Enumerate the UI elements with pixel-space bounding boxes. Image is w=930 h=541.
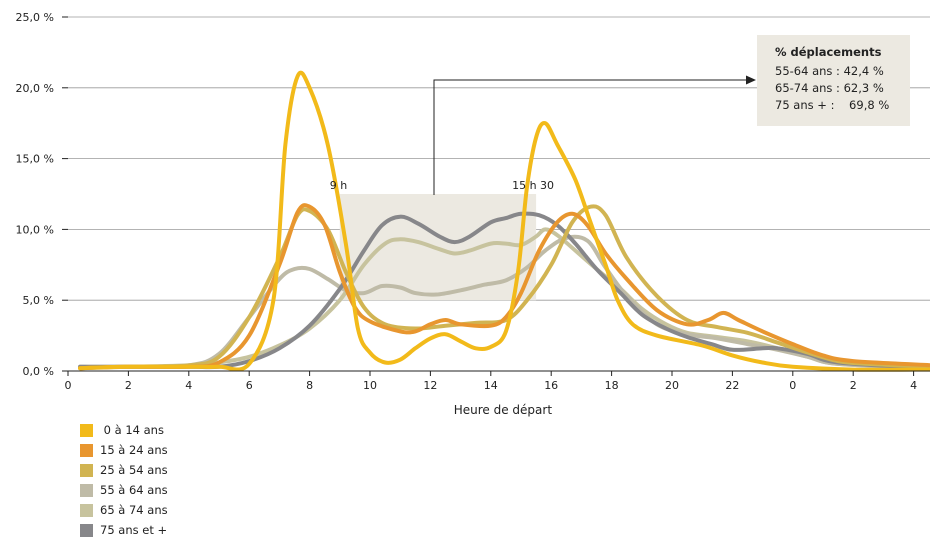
x-tick-label: 0 bbox=[789, 379, 796, 392]
legend-swatch bbox=[80, 423, 93, 437]
y-tick-label: 20,0 % bbox=[16, 82, 54, 95]
x-tick-label: 4 bbox=[185, 379, 192, 392]
x-tick-label: 2 bbox=[850, 379, 857, 392]
info-box-line: 75 ans + : 69,8 % bbox=[775, 98, 889, 112]
legend-label: 0 à 14 ans bbox=[100, 423, 164, 437]
info-box-line: 65-74 ans : 62,3 % bbox=[775, 81, 884, 95]
series-line bbox=[78, 234, 930, 371]
x-tick-label: 2 bbox=[125, 379, 132, 392]
legend-swatch bbox=[80, 443, 93, 457]
x-tick-label: 6 bbox=[246, 379, 253, 392]
x-tick-label: 8 bbox=[306, 379, 313, 392]
legend-item: 15 à 24 ans bbox=[80, 440, 168, 460]
x-tick-label: 0 bbox=[65, 379, 72, 392]
legend-label: 75 ans et + bbox=[100, 523, 168, 537]
legend-swatch bbox=[80, 463, 93, 477]
series-line bbox=[78, 70, 930, 372]
x-axis-title: Heure de départ bbox=[454, 403, 553, 417]
series-line bbox=[78, 203, 930, 371]
x-tick-label: 22 bbox=[725, 379, 739, 392]
x-tick-label: 12 bbox=[423, 379, 437, 392]
annotation-layer: 9 h 15 h 30 % déplacements 55-64 ans : 42,4… bbox=[330, 35, 910, 195]
y-tick-label: 5,0 % bbox=[23, 294, 54, 307]
legend-label: 25 à 54 ans bbox=[100, 463, 168, 477]
legend-item: 65 à 74 ans bbox=[80, 500, 168, 520]
series-layer bbox=[78, 70, 930, 372]
y-tick-label: 15,0 % bbox=[16, 153, 54, 166]
legend-swatch bbox=[80, 523, 93, 537]
legend-swatch bbox=[80, 483, 93, 497]
info-box bbox=[757, 35, 910, 126]
y-tick-label: 25,0 % bbox=[16, 11, 54, 24]
legend-label: 65 à 74 ans bbox=[100, 503, 168, 517]
legend-item: 55 à 64 ans bbox=[80, 480, 168, 500]
info-box-title: % déplacements bbox=[775, 45, 882, 59]
legend-item: 25 à 54 ans bbox=[80, 460, 168, 480]
band-end-label: 15 h 30 bbox=[512, 179, 554, 192]
legend-item: 0 à 14 ans bbox=[80, 420, 168, 440]
info-box-line: 55-64 ans : 42,4 % bbox=[775, 64, 884, 78]
legend-label: 15 à 24 ans bbox=[100, 443, 168, 457]
legend-swatch bbox=[80, 503, 93, 517]
x-tick-label: 16 bbox=[544, 379, 558, 392]
connector-line bbox=[433, 79, 748, 195]
band-start-label: 9 h bbox=[330, 179, 347, 192]
x-tick-label: 14 bbox=[484, 379, 498, 392]
x-tick-label: 4 bbox=[910, 379, 917, 392]
axis-layer: 0,0 % 5,0 % 10,0 % 15,0 % 20,0 % 25,0 % 0 2 4 6 8 1… bbox=[16, 11, 930, 417]
series-line bbox=[78, 211, 930, 371]
y-tick-label: 10,0 % bbox=[16, 223, 54, 236]
legend: 0 à 14 ans 15 à 24 ans 25 à 54 ans 55 à 64 … bbox=[80, 420, 168, 540]
y-tick-label: 0,0 % bbox=[23, 365, 54, 378]
x-tick-label: 18 bbox=[605, 379, 619, 392]
x-tick-label: 10 bbox=[363, 379, 377, 392]
legend-item: 75 ans et + bbox=[80, 520, 168, 540]
legend-label: 55 à 64 ans bbox=[100, 483, 168, 497]
connector-arrowhead bbox=[746, 75, 756, 85]
x-tick-label: 20 bbox=[665, 379, 679, 392]
